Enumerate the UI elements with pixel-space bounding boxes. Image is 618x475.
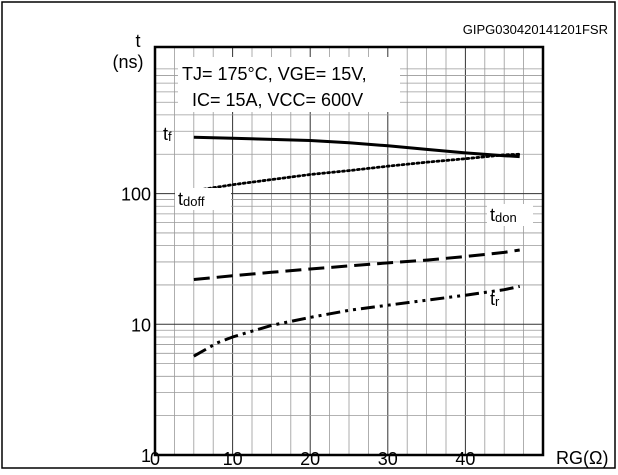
series-labels: tf tdoff tdon tr — [163, 124, 533, 309]
y-axis-label-line-2: (ns) — [113, 52, 144, 72]
series-label-tr: tr — [490, 289, 500, 309]
y-tick-label: 100 — [121, 185, 151, 205]
x-axis-label: RG(Ω) — [556, 448, 608, 468]
y-tick-label: 10 — [131, 315, 151, 335]
x-tick-label: 0 — [150, 449, 160, 469]
series-label-background-tdoff — [175, 188, 231, 210]
x-tick-label: 10 — [223, 449, 243, 469]
figure-code: GIPG030420141201FSR — [463, 22, 608, 37]
y-tick-label: 1 — [141, 446, 151, 466]
x-tick-label: 40 — [455, 449, 475, 469]
series-label-tdoff: tdoff — [178, 189, 205, 209]
series-line-tr — [193, 284, 521, 358]
x-tick-label: 30 — [378, 449, 398, 469]
y-axis-label-line-1: t — [135, 31, 140, 51]
series-line-tdon — [193, 248, 520, 281]
series-label-tf: tf — [163, 124, 172, 144]
series-label-background-tdon — [487, 204, 533, 226]
axis-labels: 0 10 20 30 40 1 10 100 — [121, 185, 475, 469]
series-line-tdoff — [192, 152, 522, 193]
condition-line-1: TJ= 175°C, VGE= 15V, — [182, 64, 367, 84]
conditions-box — [178, 57, 400, 112]
series-line-tf — [193, 135, 520, 159]
plot-area-border — [153, 45, 545, 457]
x-tick-label: 20 — [300, 449, 320, 469]
series-label-tdon: tdon — [490, 205, 517, 225]
condition-line-2: IC= 15A, VCC= 600V — [192, 90, 363, 110]
series-layer — [192, 135, 522, 358]
